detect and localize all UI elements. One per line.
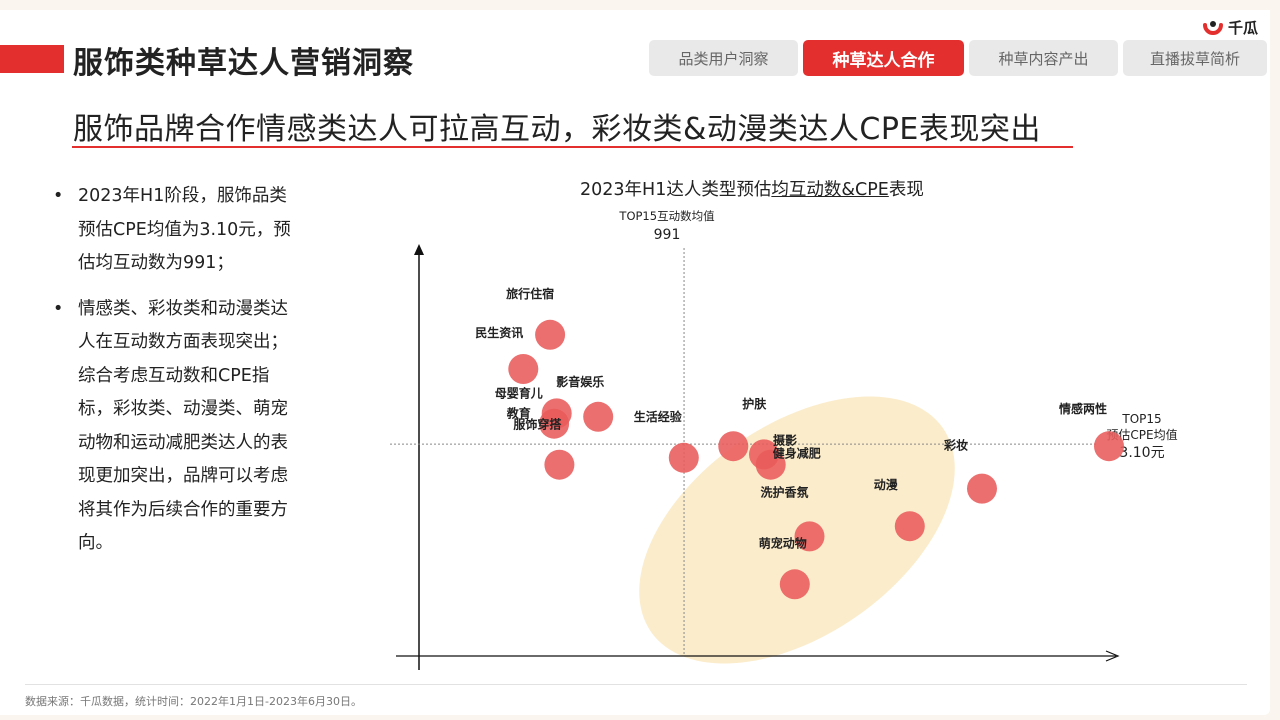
data-point [508,354,539,384]
data-point [668,442,699,473]
tab-livestream-analysis[interactable]: 直播拔草简析 [1123,40,1267,76]
hline-label-top: TOP15 [1121,412,1161,426]
data-source-note: 数据来源：千瓜数据，统计时间：2022年1月1日-2023年6月30日。 [25,695,362,708]
data-point [583,401,614,432]
data-point [755,449,786,480]
slide-background [0,10,1270,715]
point-label: 健身减肥 [773,446,821,461]
chart-title-prefix: 2023年H1达人类型预估 [580,180,772,200]
logo-text: 千瓜 [1227,18,1258,37]
data-point [1094,431,1124,462]
tab-content-production[interactable]: 种草内容产出 [969,40,1118,76]
hline-label-bottom: 预估CPE均值 [1106,427,1177,442]
point-label: 影音娱乐 [556,374,604,389]
brand-logo: 千瓜 [1202,16,1258,38]
hline-value: 3.10元 [1119,445,1164,461]
vline-label: TOP15互动数均值 [618,209,715,223]
data-point [794,521,825,552]
point-label: 摄影 [773,432,797,447]
chart-title-suffix: 表现 [888,180,924,200]
point-label: 彩妆 [943,438,968,453]
point-label: 民生资讯 [475,325,523,340]
qiangua-logo-icon [1202,16,1224,38]
headline-underline [72,146,1073,148]
point-label: 护肤 [742,396,767,411]
bullet-dot: • [53,298,64,319]
bullet-text: 2023年H1阶段，服饰品类预估CPE均值为3.10元，预估均互动数为991； [78,186,291,273]
bullet-item: • 情感类、彩妆类和动漫类达人在互动数方面表现突出；综合考虑互动数和CPE指标，… [48,293,298,561]
bullet-dot: • [53,186,64,206]
data-point [544,449,575,480]
point-label: 生活经验 [634,409,683,424]
x-axis-arrow-icon [1105,650,1120,662]
y-axis-arrow-icon [414,244,424,255]
tab-influencer-cooperation[interactable]: 种草达人合作 [803,40,964,76]
section-tabs: 品类用户洞察 种草达人合作 种草内容产出 直播拔草简析 [649,40,1267,76]
point-label: 服饰穿搭 [513,417,562,432]
data-point [779,569,810,600]
footer-divider [25,684,1247,685]
data-point [894,511,925,542]
data-point [535,319,566,350]
headline: 服饰品牌合作情感类达人可拉高互动，彩妆类&动漫类达人CPE表现突出 [73,112,1041,147]
tab-category-user-insight[interactable]: 品类用户洞察 [649,40,798,76]
chart-title-underlined: 均互动数&CPE [771,180,889,200]
point-label: 动漫 [874,477,899,492]
insight-bullets: • 2023年H1阶段，服饰品类预估CPE均值为3.10元，预估均互动数为991… [48,180,298,561]
point-label: 旅行住宿 [506,286,554,301]
data-point [539,408,570,439]
data-point [967,473,997,504]
point-label: 洗护香氛 [760,484,808,499]
point-label: 母婴育儿 [495,385,543,400]
point-label: 情感两性 [1059,401,1107,416]
point-label: 萌宠动物 [759,535,807,550]
data-point [718,431,749,462]
bullet-item: • 2023年H1阶段，服饰品类预估CPE均值为3.10元，预估均互动数为991… [48,180,298,281]
title-accent-bar [0,45,64,73]
bullet-text: 情感类、彩妆类和动漫类达人在互动数方面表现突出；综合考虑互动数和CPE指标，彩妆… [78,298,288,554]
vline-value: 991 [654,227,681,243]
chart-title: 2023年H1达人类型预估均互动数&CPE表现 [580,176,924,201]
point-label: 教育 [506,405,531,420]
page-title: 服饰类种草达人营销洞察 [73,46,414,81]
